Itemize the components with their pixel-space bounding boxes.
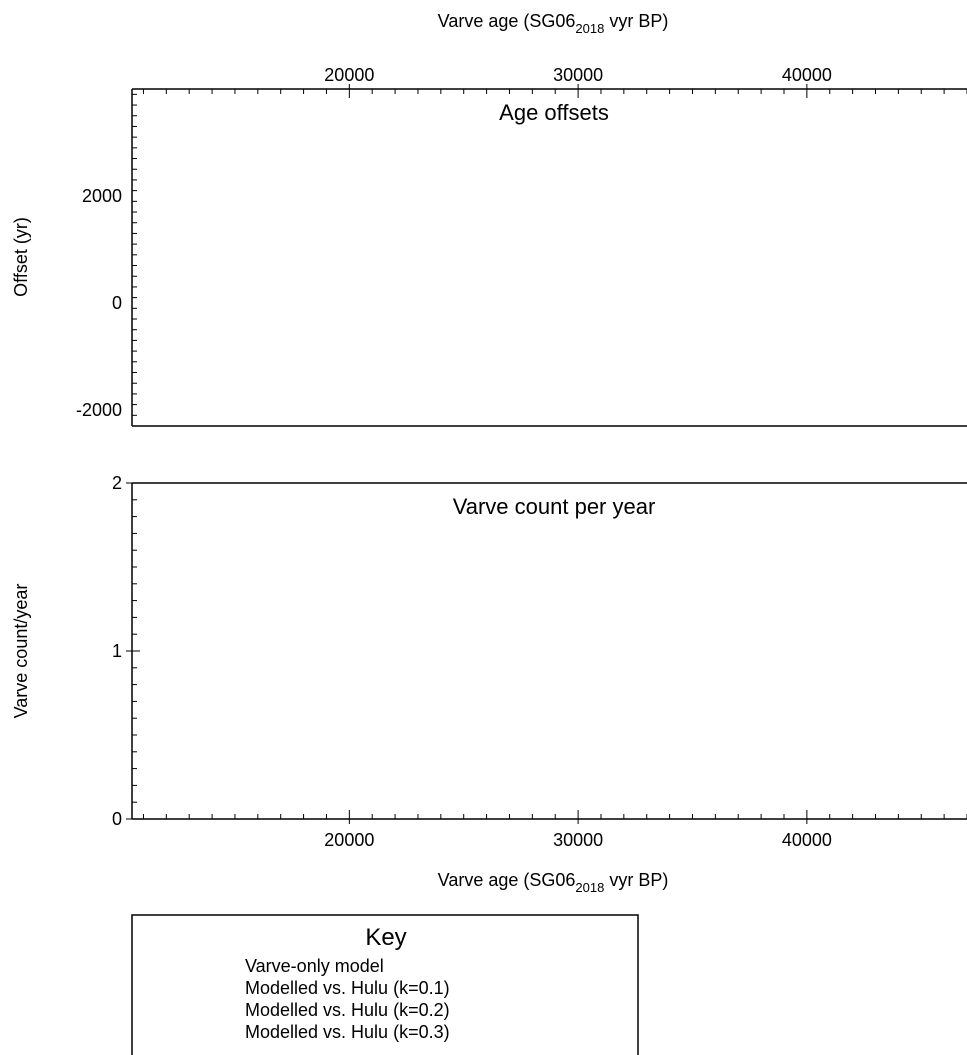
y-tick-label: 1 [112, 641, 122, 661]
bottom-panel-axes: 20000 30000 40000 0 1 2 [112, 473, 967, 850]
y-tick-label: 0 [112, 293, 122, 313]
bottom-y-axis-title: Varve count/year [11, 584, 31, 719]
top-y-axis-title: Offset (yr) [11, 217, 31, 297]
legend-item: Varve-only model [245, 956, 384, 976]
top-panel-axes: 20000 30000 40000 -2000 0 2000 [76, 65, 967, 427]
legend-title: Key [365, 924, 406, 951]
x-tick-label: 30000 [553, 65, 603, 85]
x-tick-label: 30000 [553, 830, 603, 850]
y-tick-label: 2 [112, 473, 122, 493]
legend-item: Modelled vs. Hulu (k=0.1) [245, 978, 450, 998]
bottom-x-axis-title: Varve age (SG062018 vyr BP) [438, 870, 669, 895]
legend-item: Modelled vs. Hulu (k=0.3) [245, 1022, 450, 1042]
bottom-panel-title: Varve count per year [453, 494, 656, 519]
y-tick-label: 2000 [82, 186, 122, 206]
x-tick-label: 20000 [324, 830, 374, 850]
y-tick-label: -2000 [76, 400, 122, 420]
y-tick-label: 0 [112, 809, 122, 829]
top-x-axis-title: Varve age (SG062018 vyr BP) [438, 11, 669, 36]
x-tick-label: 40000 [782, 830, 832, 850]
x-tick-label: 20000 [324, 65, 374, 85]
legend-box [131, 914, 639, 1055]
top-panel-title: Age offsets [499, 100, 609, 125]
legend-item: Modelled vs. Hulu (k=0.2) [245, 1000, 450, 1020]
x-tick-label: 40000 [782, 65, 832, 85]
legend: Key Varve-only model Modelled vs. Hulu (… [131, 914, 639, 1055]
